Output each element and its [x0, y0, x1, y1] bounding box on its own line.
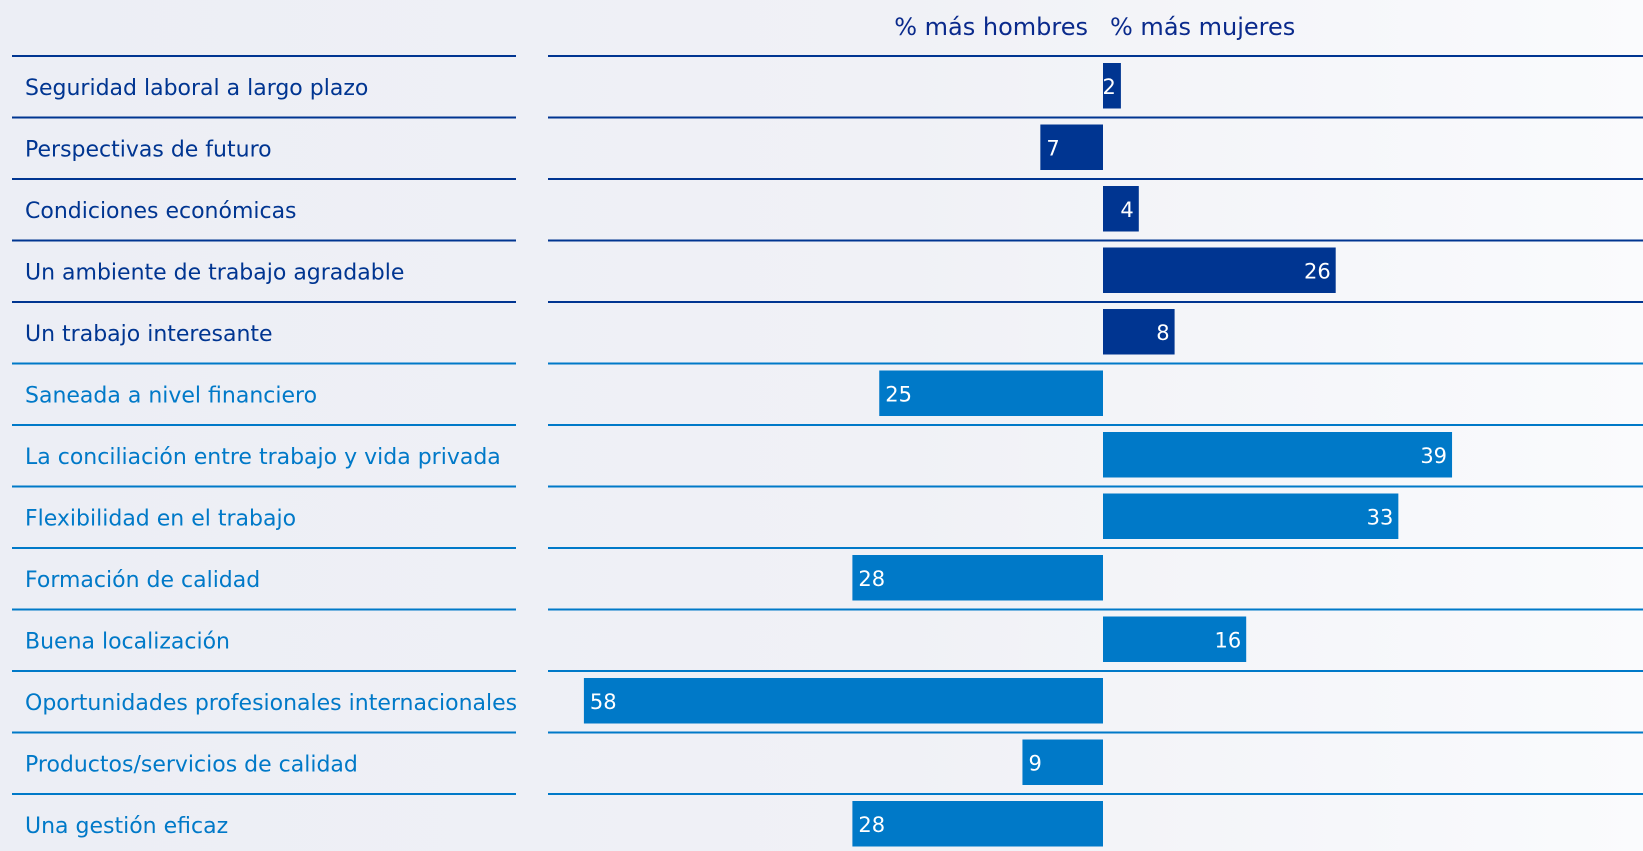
bar-value-label: 26: [1304, 259, 1331, 283]
bar: [852, 555, 1103, 601]
bar: [1103, 493, 1399, 539]
bar-value-label: 28: [858, 813, 885, 837]
bar-value-label: 8: [1156, 321, 1169, 345]
header-left-label: % más hombres: [894, 13, 1088, 41]
category-label: Buena localización: [25, 629, 230, 654]
category-label: Oportunidades profesionales internaciona…: [25, 691, 517, 716]
category-label: La conciliación entre trabajo y vida pri…: [25, 445, 501, 470]
bar: [1103, 309, 1175, 355]
category-label: Saneada a nivel financiero: [25, 383, 317, 408]
category-label: Flexibilidad en el trabajo: [25, 506, 296, 531]
category-label: Perspectivas de futuro: [25, 137, 272, 162]
bar-value-label: 2: [1103, 75, 1116, 99]
bar-value-label: 28: [858, 567, 885, 591]
category-label: Condiciones económicas: [25, 199, 297, 224]
category-label: Productos/servicios de calidad: [25, 752, 358, 777]
bar: [1022, 739, 1103, 785]
bar-value-label: 9: [1028, 751, 1041, 775]
bar-value-label: 33: [1367, 505, 1394, 529]
bar-value-label: 58: [590, 690, 617, 714]
category-label: Un trabajo interesante: [25, 322, 273, 347]
bar: [879, 370, 1103, 416]
bar-value-label: 7: [1046, 136, 1059, 160]
category-label: Formación de calidad: [25, 568, 260, 593]
bar-value-label: 4: [1120, 198, 1133, 222]
bar-value-label: 39: [1420, 444, 1447, 468]
bar: [1103, 432, 1453, 478]
category-label: Seguridad laboral a largo plazo: [25, 76, 368, 101]
bar-value-label: 25: [885, 382, 912, 406]
bar: [1103, 63, 1121, 109]
bar: [852, 801, 1103, 847]
category-label: Una gestión eficaz: [25, 814, 228, 839]
category-label: Un ambiente de trabajo agradable: [25, 260, 404, 285]
header-right-label: % más mujeres: [1110, 13, 1295, 41]
bar: [1103, 186, 1139, 232]
bar: [1040, 124, 1103, 170]
bar: [1103, 247, 1336, 293]
bar: [583, 678, 1103, 724]
bar: [1103, 616, 1247, 662]
bar-value-label: 16: [1214, 628, 1241, 652]
